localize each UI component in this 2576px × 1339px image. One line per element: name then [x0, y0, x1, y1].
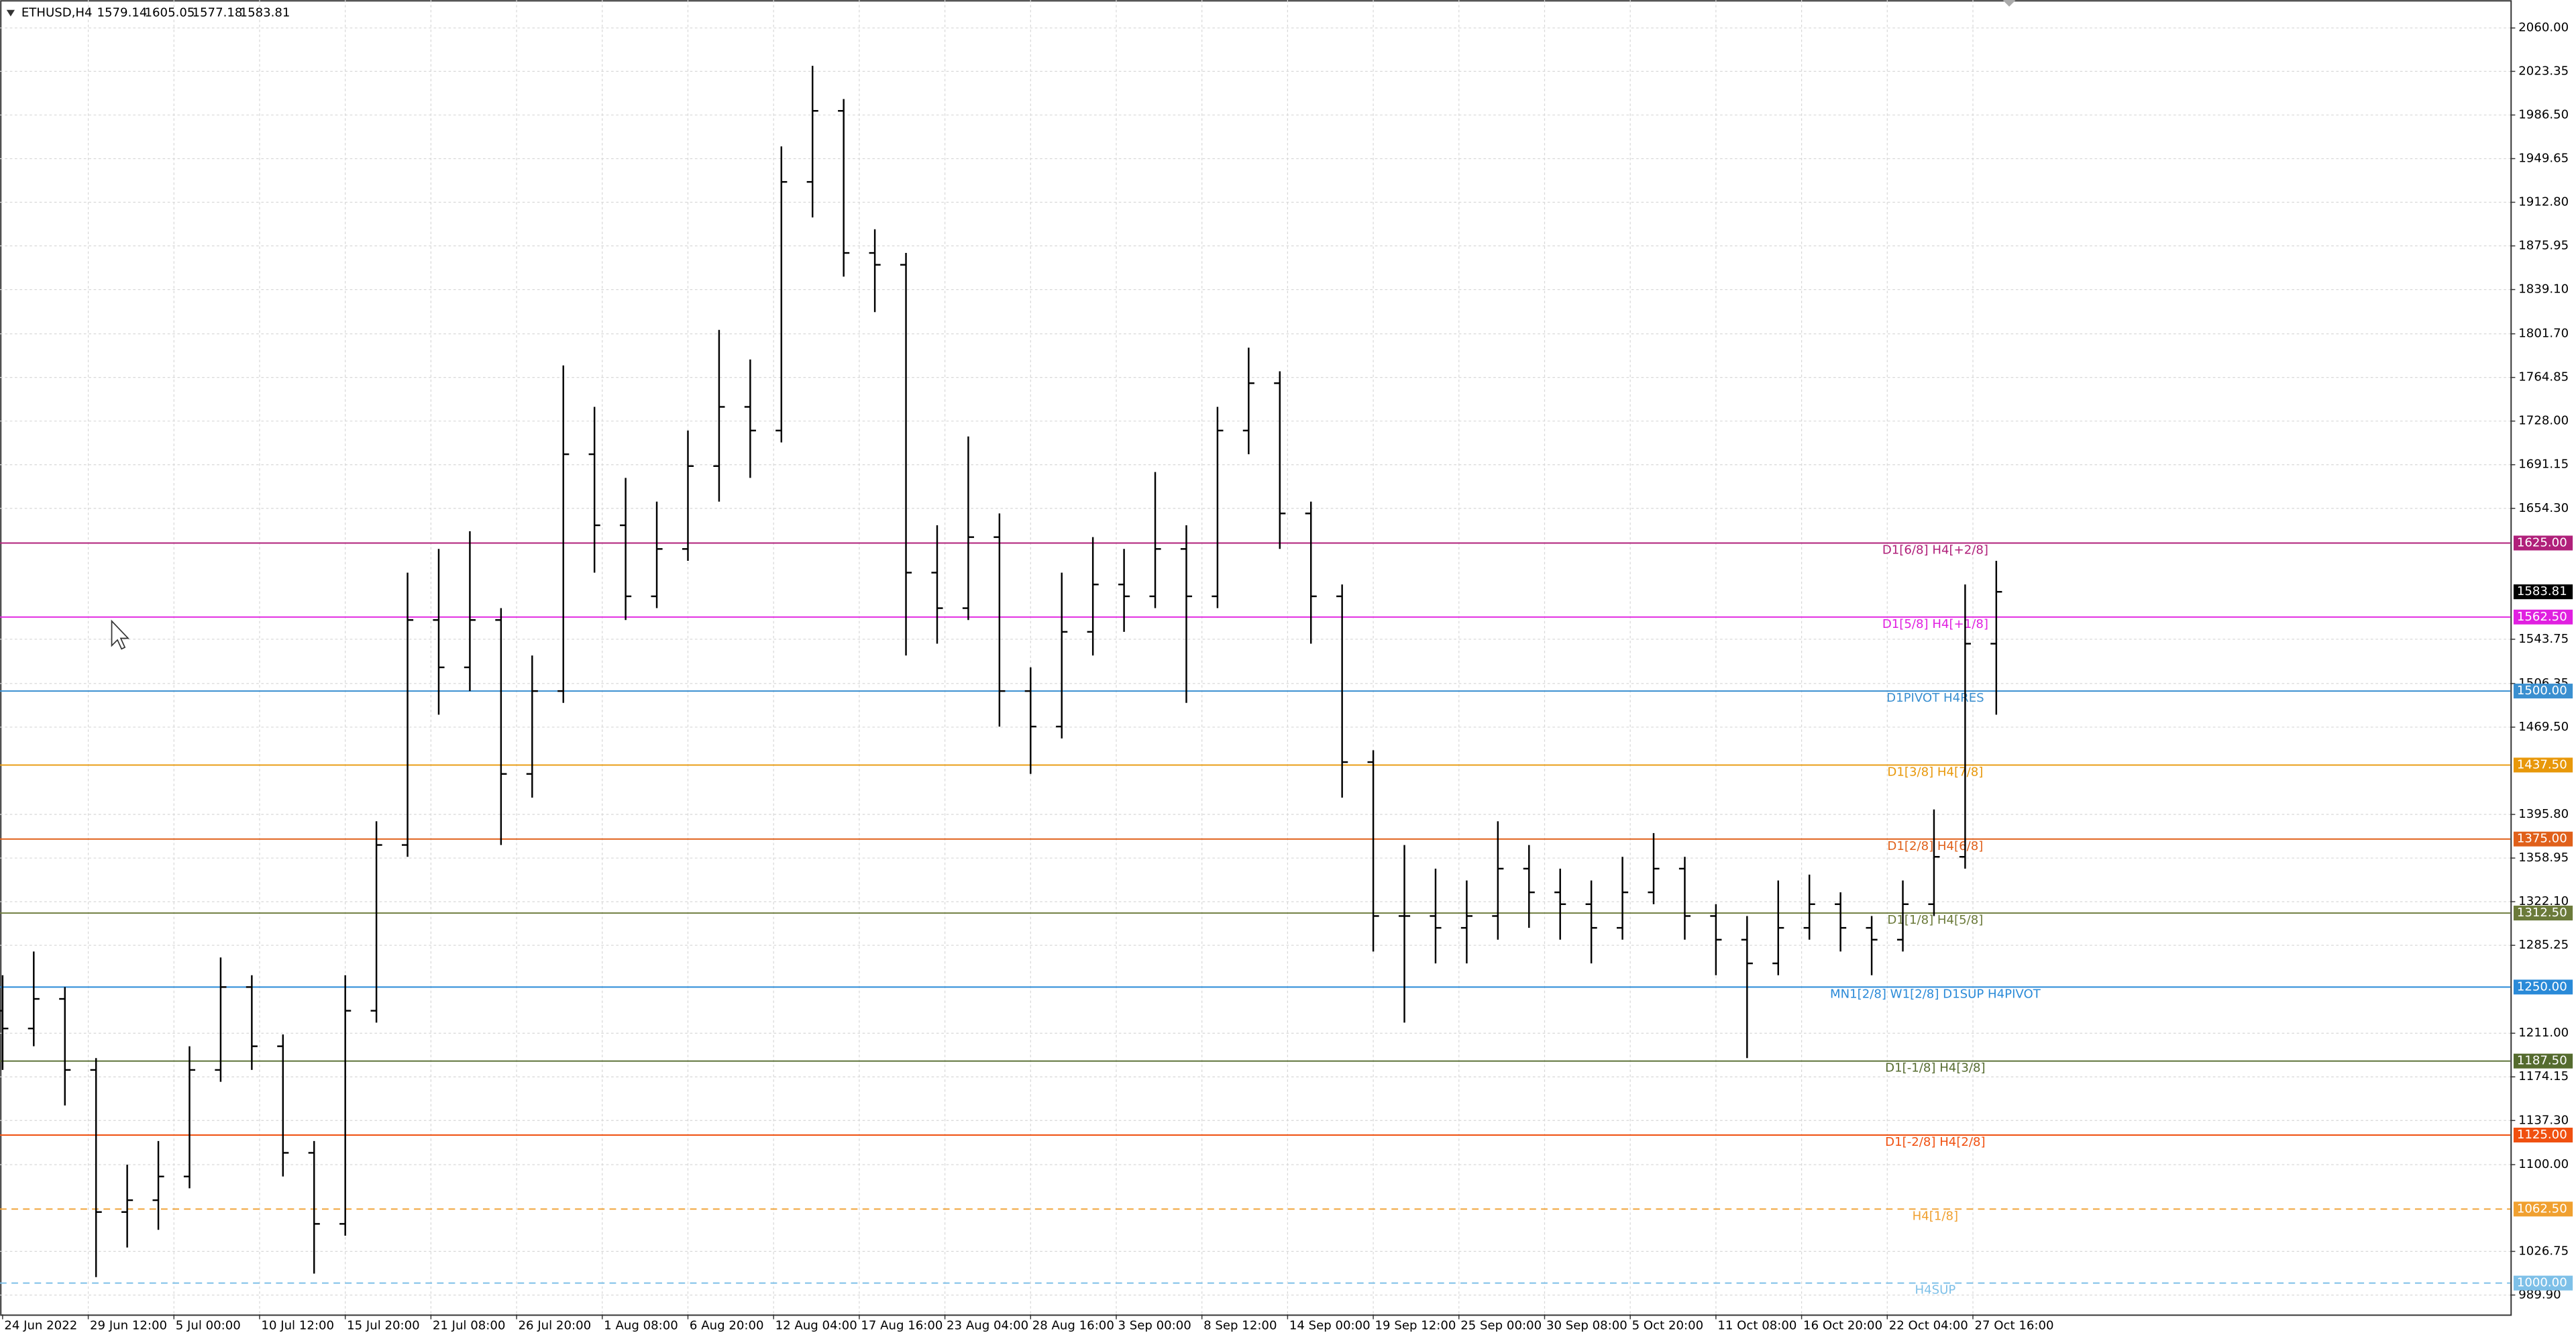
y-tick-label: 1395.80	[2518, 807, 2569, 821]
x-tick-label: 16 Oct 20:00	[1803, 1318, 1882, 1332]
chart-title: ETHUSD,H4	[21, 6, 93, 20]
y-tick-label: 1801.70	[2518, 327, 2569, 341]
header-open: 1579.14	[97, 6, 147, 20]
levels: D1[6/8] H4[+2/8] D1[5/8] H4[+1/8] D1PIVOT …	[0, 542, 2511, 1297]
y-tick-label: 1691.15	[2518, 458, 2569, 472]
level-text: H4[1/8]	[1913, 1209, 1958, 1223]
header-close: 1583.81	[240, 6, 290, 20]
x-tick-label: 23 Aug 04:00	[947, 1318, 1028, 1332]
menu-triangle[interactable]	[6, 9, 15, 17]
level-text: D1[-1/8] H4[3/8]	[1885, 1061, 1985, 1075]
level-price-label: 1250.00	[2517, 979, 2567, 994]
x-tick-label: 11 Oct 08:00	[1717, 1318, 1796, 1332]
level-price-label: 1062.50	[2517, 1201, 2567, 1216]
level-price-box	[2513, 757, 2573, 773]
x-tick-label: 17 Aug 16:00	[861, 1318, 943, 1332]
level-price-label: 1312.50	[2517, 906, 2567, 920]
x-tick-label: 12 Aug 04:00	[775, 1318, 857, 1332]
level-text: D1[3/8] H4[7/8]	[1887, 765, 1983, 779]
x-tick-label: 21 Jul 08:00	[433, 1318, 506, 1332]
y-tick-label: 989.90	[2518, 1287, 2561, 1301]
level-price-label: 1562.50	[2517, 610, 2567, 624]
level-price-box	[2513, 1127, 2573, 1143]
y-tick-label: 1322.10	[2518, 894, 2569, 908]
last-price-label: 1583.81	[2517, 584, 2567, 598]
x-tick-label: 19 Sep 12:00	[1375, 1318, 1456, 1332]
y-tick-label: 1764.85	[2518, 370, 2569, 384]
x-tick-label: 28 Aug 16:00	[1032, 1318, 1114, 1332]
level-price-label: 1437.50	[2517, 757, 2567, 771]
mouse-cursor	[111, 619, 130, 650]
y-tick-label: 1912.80	[2518, 195, 2569, 209]
x-tick-label: 14 Sep 00:00	[1289, 1318, 1371, 1332]
y-tick-label: 1137.30	[2518, 1113, 2569, 1127]
x-tick-label: 3 Sep 00:00	[1118, 1318, 1191, 1332]
level-text: D1[6/8] H4[+2/8]	[1882, 543, 1988, 557]
level-price-box	[2513, 609, 2573, 625]
axes: 2060.00 2023.35 1986.50 1949.65 1912.80 1875.…	[2, 21, 2573, 1332]
y-tick-label: 1654.30	[2518, 501, 2569, 515]
x-tick-label: 5 Jul 00:00	[176, 1318, 241, 1332]
y-tick-label: 1728.00	[2518, 414, 2569, 428]
level-price-label: 1125.00	[2517, 1128, 2567, 1142]
y-tick-label: 1543.75	[2518, 632, 2569, 646]
x-tick-label: 5 Oct 20:00	[1632, 1318, 1704, 1332]
level-price-label: 1375.00	[2517, 832, 2567, 846]
x-tick-label: 22 Oct 04:00	[1889, 1318, 1968, 1332]
x-tick-label: 29 Jun 12:00	[90, 1318, 167, 1332]
level-text: D1[1/8] H4[5/8]	[1887, 913, 1983, 927]
level-text: H4SUP	[1915, 1283, 1955, 1297]
y-tick-label: 1285.25	[2518, 938, 2569, 952]
x-tick-label: 8 Sep 12:00	[1203, 1318, 1277, 1332]
y-tick-label: 1469.50	[2518, 720, 2569, 734]
last-price-box	[2513, 584, 2573, 600]
x-tick-label: 10 Jul 12:00	[261, 1318, 334, 1332]
level-price-box	[2513, 684, 2573, 699]
y-tick-label: 1211.00	[2518, 1026, 2569, 1040]
level-price-box	[2513, 535, 2573, 551]
x-tick-label: 24 Jun 2022	[4, 1318, 77, 1332]
level-price-box	[2513, 1201, 2573, 1217]
level-price-box	[2513, 906, 2573, 921]
level-text: D1PIVOT H4RES	[1886, 691, 1984, 705]
shift-marker	[2002, 0, 2016, 7]
y-tick-label: 2023.35	[2518, 64, 2569, 78]
x-tick-label: 1 Aug 08:00	[604, 1318, 678, 1332]
level-text: D1[2/8] H4[6/8]	[1887, 839, 1983, 853]
y-tick-label: 1875.95	[2518, 239, 2569, 253]
y-tick-label: 1986.50	[2518, 107, 2569, 121]
y-tick-label: 1839.10	[2518, 282, 2569, 297]
level-text: D1[-2/8] H4[2/8]	[1885, 1135, 1985, 1149]
level-price-box	[2513, 1053, 2573, 1069]
x-tick-label: 30 Sep 08:00	[1546, 1318, 1627, 1332]
y-tick-label: 1174.15	[2518, 1069, 2569, 1083]
header-high: 1605.05	[145, 6, 195, 20]
header-low: 1577.18	[193, 6, 243, 20]
x-tick-label: 25 Sep 00:00	[1460, 1318, 1542, 1332]
level-price-label: 1500.00	[2517, 684, 2567, 698]
x-tick-label: 6 Aug 20:00	[690, 1318, 764, 1332]
level-price-label: 1187.50	[2517, 1054, 2567, 1068]
x-tick-label: 26 Jul 20:00	[519, 1318, 592, 1332]
level-text: MN1[2/8] W1[2/8] D1SUP H4PIVOT	[1830, 987, 2041, 1001]
level-text: D1[5/8] H4[+1/8]	[1882, 617, 1988, 631]
level-price-box	[2513, 1275, 2573, 1291]
level-price-label: 1000.00	[2517, 1276, 2567, 1290]
level-price-label: 1625.00	[2517, 535, 2567, 549]
y-tick-label: 1026.75	[2518, 1244, 2569, 1258]
level-price-box	[2513, 979, 2573, 995]
y-tick-label: 1100.00	[2518, 1157, 2569, 1171]
y-tick-label: 1358.95	[2518, 851, 2569, 865]
y-tick-label: 2060.00	[2518, 21, 2569, 35]
bars	[0, 66, 2002, 1277]
x-tick-label: 27 Oct 16:00	[1974, 1318, 2053, 1332]
y-tick-label: 1949.65	[2518, 151, 2569, 165]
plot-frame	[0, 0, 2512, 1316]
x-tick-label: 15 Jul 20:00	[347, 1318, 420, 1332]
level-price-box	[2513, 831, 2573, 847]
